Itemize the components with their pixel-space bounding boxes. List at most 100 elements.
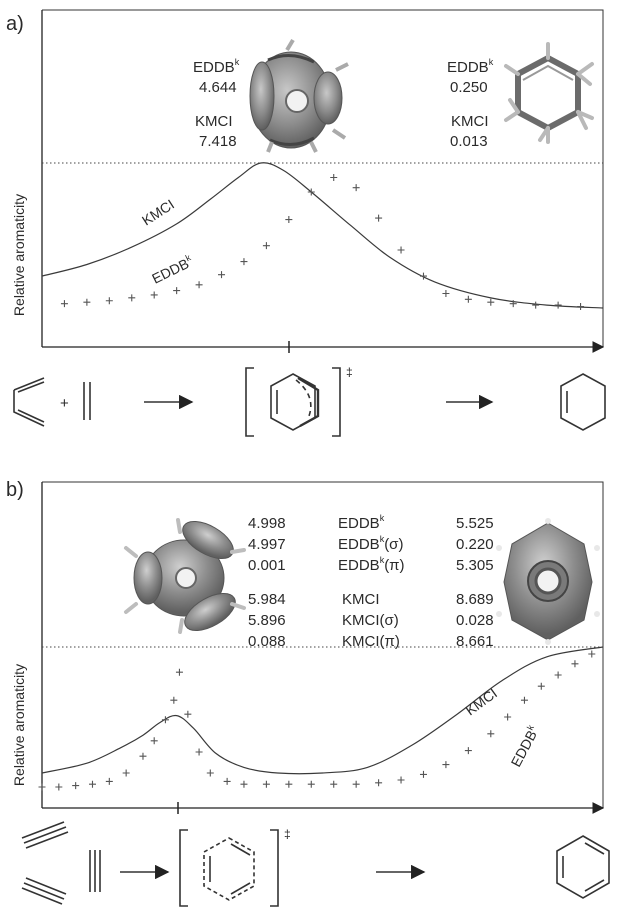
series-marker-eddb [509, 300, 517, 308]
panel-b-eddb-label: EDDBk [507, 723, 543, 770]
panel-a-left-eddb-value: 4.644 [199, 79, 237, 96]
series-marker-eddb [161, 716, 169, 724]
table-cell-product: 0.220 [456, 536, 494, 553]
series-marker-eddb [577, 303, 585, 311]
series-marker-eddb [184, 710, 192, 718]
panel-b: b) Relative aromaticity KMCI EDDBk 4.998… [6, 479, 610, 907]
table-cell-ts: 5.984 [248, 591, 286, 608]
table-cell-ts: 4.997 [248, 536, 286, 553]
table-cell-ts: 4.998 [248, 515, 286, 532]
panel-a-right-kmci-label: KMCI [451, 113, 489, 130]
panel-b-ts-dagger: ‡ [284, 827, 291, 841]
table-cell-product: 8.661 [456, 633, 494, 650]
series-marker-eddb [554, 301, 562, 309]
series-marker-eddb [487, 298, 495, 306]
series-marker-eddb [150, 737, 158, 745]
series-marker-eddb [122, 769, 130, 777]
series-marker-eddb [442, 290, 450, 297]
panel-b-kmci-label: KMCI [462, 685, 500, 719]
panel-a-kmci-label: KMCI [139, 196, 177, 228]
series-marker-eddb [240, 780, 248, 788]
series-marker-eddb [285, 780, 293, 788]
series-marker-eddb [128, 294, 136, 302]
series-marker-eddb [554, 671, 562, 679]
table-cell-product: 5.525 [456, 515, 494, 532]
series-marker-eddb [195, 748, 203, 756]
series-marker-eddb [285, 216, 293, 224]
series-marker-eddb [464, 295, 472, 303]
table-cell-index: KMCI(π) [342, 633, 400, 650]
table-cell-ts: 0.088 [248, 633, 286, 650]
panel-b-plot [38, 646, 604, 791]
series-marker-eddb [173, 287, 181, 295]
panel-a-frame [42, 9, 604, 347]
series-marker-eddb [223, 777, 231, 785]
table-cell-ts: 5.896 [248, 612, 286, 629]
series-marker-eddb [532, 301, 540, 309]
series-marker-eddb [397, 246, 405, 254]
series-marker-eddb [88, 780, 96, 788]
panel-b-product-orbital-image [496, 518, 600, 645]
panel-a-right-kmci-value: 0.013 [450, 133, 488, 150]
panel-a-right-eddb-label: EDDBk [447, 57, 494, 76]
panel-a-label: a) [6, 13, 24, 35]
table-cell-index: KMCI(σ) [342, 612, 399, 629]
series-marker-eddb [375, 214, 383, 222]
table-cell-index: EDDBk [338, 513, 385, 532]
table-cell-product: 8.689 [456, 591, 494, 608]
series-marker-eddb [307, 188, 315, 196]
series-marker-eddb [397, 776, 405, 784]
series-marker-eddb [375, 779, 383, 787]
series-marker-eddb [520, 696, 528, 704]
panel-a-ts-dagger: ‡ [346, 365, 353, 379]
panel-b-y-axis-label: Relative aromaticity [11, 664, 27, 786]
series-marker-eddb [464, 747, 472, 755]
series-marker-eddb [150, 291, 158, 299]
series-marker-eddb [504, 713, 512, 721]
series-marker-eddb [419, 272, 427, 280]
series-marker-eddb [352, 184, 360, 192]
panel-b-label: b) [6, 479, 24, 501]
panel-a-reaction-scheme [13, 367, 606, 437]
series-marker-eddb [487, 730, 495, 738]
series-marker-eddb [262, 242, 270, 250]
series-marker-eddb [206, 769, 214, 777]
panel-a-y-axis-label: Relative aromaticity [11, 194, 27, 316]
series-marker-eddb [195, 281, 203, 289]
series-marker-eddb [170, 696, 178, 704]
table-cell-index: EDDBk(σ) [338, 534, 403, 553]
series-marker-eddb [175, 668, 183, 676]
panel-a-left-kmci-label: KMCI [195, 113, 233, 130]
series-marker-eddb [55, 783, 63, 791]
panel-b-values-table: 4.998 EDDBk 5.525 4.997 EDDBk(σ) 0.220 0.001 ED… [248, 513, 494, 650]
series-marker-eddb [307, 780, 315, 788]
series-marker-eddb [139, 752, 147, 760]
series-marker-eddb [537, 682, 545, 690]
table-cell-index: EDDBk(π) [338, 555, 405, 574]
table-cell-index: KMCI [342, 591, 380, 608]
series-marker-eddb [419, 770, 427, 778]
series-marker-eddb [83, 298, 91, 306]
series-marker-eddb [571, 660, 579, 668]
panel-a-product-molecule-image [504, 42, 594, 144]
series-marker-eddb [262, 780, 270, 788]
table-cell-product: 5.305 [456, 557, 494, 574]
series-line-kmci [41, 646, 604, 775]
panel-a-right-eddb-value: 0.250 [450, 79, 488, 96]
panel-a-plus: + [60, 395, 69, 412]
series-marker-eddb [60, 300, 68, 308]
panel-a-left-kmci-value: 7.418 [199, 133, 237, 150]
panel-b-frame [42, 481, 604, 808]
series-marker-eddb [352, 780, 360, 788]
table-cell-product: 0.028 [456, 612, 494, 629]
series-line-kmci [41, 162, 604, 309]
panel-a: a) Relative aromaticity KMCI EDDBk EDDBk… [6, 9, 606, 437]
panel-a-ts-orbital-image [249, 38, 349, 153]
series-marker-eddb [72, 782, 80, 790]
series-marker-eddb [240, 258, 248, 266]
panel-a-plot [41, 162, 604, 311]
panel-b-ts-orbital-image [124, 518, 246, 634]
series-marker-eddb [38, 783, 46, 791]
series-marker-eddb [330, 780, 338, 788]
